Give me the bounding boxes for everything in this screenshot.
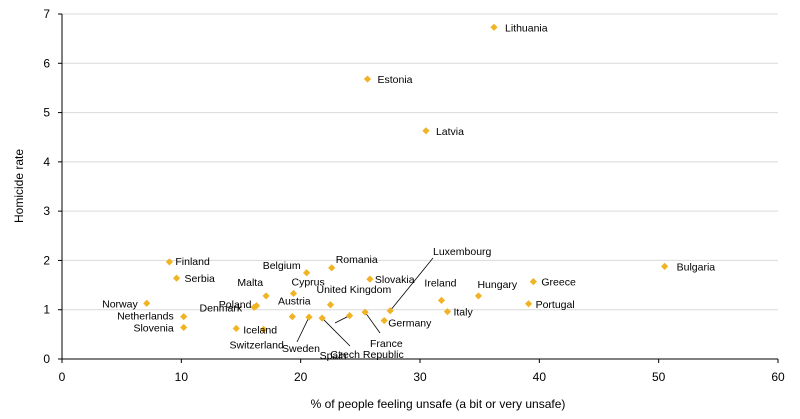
point-label: United Kingdom [317, 284, 392, 296]
point-label: Finland [175, 256, 210, 268]
point-label: Switzerland [230, 339, 284, 351]
y-tick-label: 1 [43, 303, 50, 317]
leader-line [321, 317, 351, 347]
point-label: Latvia [436, 126, 464, 138]
x-tick-label: 40 [533, 370, 547, 384]
data-point [490, 23, 498, 31]
data-point [380, 316, 388, 325]
y-tick-label: 4 [43, 155, 50, 169]
x-tick-label: 20 [294, 370, 308, 384]
x-tick-label: 30 [413, 370, 427, 384]
y-tick-label: 7 [43, 7, 50, 21]
point-label: Poland [219, 299, 252, 311]
data-point [232, 324, 240, 333]
data-point [180, 313, 188, 321]
point-label: Sweden [282, 343, 320, 355]
gridlines [62, 13, 778, 311]
data-point [305, 313, 313, 321]
point-label: Germany [388, 318, 432, 330]
point-label: Netherlands [117, 311, 174, 323]
data-point [288, 313, 296, 321]
point-labels: Lithuania Estonia Latvia Bulgaria Romania Fin… [102, 22, 715, 362]
data-point [366, 275, 374, 283]
data-point [165, 258, 173, 266]
leader-line [364, 311, 381, 334]
point-label: Belgium [263, 260, 301, 272]
data-point [143, 299, 151, 307]
point-label: Portugal [536, 299, 575, 311]
point-label: Denmark [200, 302, 243, 314]
point-label: Hungary [477, 279, 517, 291]
data-point [262, 292, 270, 300]
data-point [318, 314, 326, 322]
data-point [422, 127, 430, 135]
point-label: Iceland [243, 324, 277, 336]
data-point [437, 296, 446, 304]
y-tick-label: 3 [43, 204, 50, 218]
point-label: Romania [336, 254, 378, 266]
y-tick-label: 5 [43, 106, 50, 120]
data-point [386, 307, 394, 315]
data-point [180, 323, 188, 332]
axes [58, 13, 779, 363]
data-point [328, 264, 336, 272]
point-label: Greece [541, 277, 576, 289]
data-point [363, 75, 372, 83]
point-label: Estonia [377, 74, 412, 86]
leader-lines [296, 257, 434, 347]
y-tick-label: 0 [43, 352, 50, 366]
point-label: Norway [102, 298, 138, 310]
x-tick-label: 0 [59, 370, 66, 384]
data-point [443, 308, 452, 316]
data-point [326, 301, 335, 309]
leader-line [296, 316, 310, 343]
data-point [289, 289, 298, 298]
y-tick-label: 2 [43, 253, 50, 267]
y-tick-label: 6 [43, 56, 50, 70]
x-tick-label: 10 [175, 370, 189, 384]
point-label: Cyprus [292, 276, 325, 288]
data-point [250, 303, 258, 311]
data-point [172, 274, 181, 282]
point-label: Bulgaria [677, 261, 716, 273]
point-label: Czech Republic [330, 349, 404, 361]
point-label: Italy [453, 307, 473, 319]
point-label: Malta [237, 277, 263, 289]
data-point [303, 269, 311, 277]
leader-line [334, 315, 350, 324]
x-tick-label: 60 [771, 370, 785, 384]
leader-line [389, 257, 434, 311]
point-label: Austria [278, 296, 311, 308]
y-axis-title: Homicide rate [12, 149, 26, 223]
point-label: Lithuania [505, 22, 548, 34]
data-point [524, 300, 533, 308]
data-point [260, 325, 268, 334]
data-point [661, 262, 669, 270]
data-point [345, 312, 354, 320]
point-label: Ireland [424, 277, 456, 289]
data-points [143, 23, 669, 334]
data-point [529, 278, 537, 286]
data-point [474, 292, 483, 300]
x-axis-title: % of people feeling unsafe (a bit or ver… [311, 397, 566, 411]
point-label: Slovakia [375, 274, 415, 286]
point-label: Slovenia [133, 322, 173, 334]
tick-labels: 0 10 20 30 40 50 60 0 1 2 3 4 5 6 7 [43, 7, 785, 384]
point-label: Luxembourg [433, 246, 492, 258]
x-tick-label: 50 [652, 370, 666, 384]
point-label: France [370, 338, 403, 350]
point-label: Serbia [185, 273, 216, 285]
data-point [361, 308, 369, 316]
point-label: Spain [320, 350, 347, 362]
